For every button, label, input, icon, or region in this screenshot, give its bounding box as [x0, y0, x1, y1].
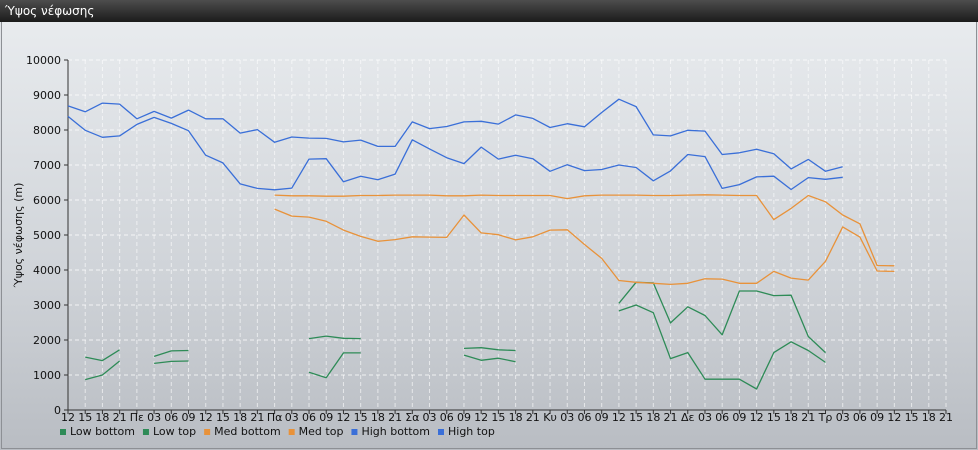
series-line-med-bottom [274, 208, 895, 286]
x-tick-label: Κυ [543, 411, 557, 424]
series-line-low-top [153, 349, 189, 358]
x-tick-label: 09 [732, 411, 746, 424]
x-tick-label: 09 [595, 411, 609, 424]
x-tick-label: 18 [784, 411, 798, 424]
series-line-low-bottom [463, 354, 516, 363]
x-tick-label: 15 [491, 411, 505, 424]
y-tick-label: 4000 [33, 264, 61, 277]
y-tick-label: 5000 [33, 229, 61, 242]
x-tick-label: 06 [577, 411, 591, 424]
legend-label: Med bottom [214, 425, 281, 438]
x-tick-label: 09 [870, 411, 884, 424]
legend-swatch [351, 429, 358, 435]
y-tick-label: 2000 [33, 334, 61, 347]
x-tick-label: 18 [646, 411, 660, 424]
x-tick-label: 03 [698, 411, 712, 424]
x-tick-label: 03 [423, 411, 437, 424]
legend-label: High top [448, 425, 495, 438]
x-tick-label: 09 [319, 411, 333, 424]
legend-label: Low bottom [70, 425, 135, 438]
y-tick-label: 3000 [33, 299, 61, 312]
y-tick-label: 9000 [33, 89, 61, 102]
series-line-low-bottom [308, 352, 361, 379]
y-tick-label: 8000 [33, 124, 61, 137]
x-tick-label: 06 [440, 411, 454, 424]
x-tick-label: 09 [182, 411, 196, 424]
x-tick-label: 21 [388, 411, 402, 424]
series-line-med-top [274, 194, 895, 267]
x-tick-label: 15 [767, 411, 781, 424]
x-tick-label: 21 [250, 411, 264, 424]
x-tick-label: Πε [130, 411, 144, 424]
series-line-low-top [463, 347, 516, 352]
x-tick-label: 21 [664, 411, 678, 424]
legend-label: Low top [153, 425, 196, 438]
x-tick-label: 18 [95, 411, 109, 424]
series-line-low-top [308, 335, 361, 340]
legend-label: Med top [299, 425, 344, 438]
x-tick-label: 06 [715, 411, 729, 424]
x-tick-label: Πα [267, 411, 283, 424]
x-tick-label: 18 [922, 411, 936, 424]
y-axis-label: Ύψος νέφωσης (m) [12, 183, 25, 289]
y-tick-label: 1000 [33, 369, 61, 382]
x-tick-label: 12 [612, 411, 626, 424]
legend-label: High bottom [361, 425, 430, 438]
x-tick-label: 12 [199, 411, 213, 424]
x-tick-label: 03 [836, 411, 850, 424]
x-tick-label: 18 [233, 411, 247, 424]
x-tick-label: 09 [457, 411, 471, 424]
series-line-high-bottom [67, 115, 843, 191]
x-tick-label: 12 [750, 411, 764, 424]
series-line-low-bottom [618, 304, 826, 390]
series-line-low-bottom [85, 360, 121, 381]
x-tick-label: 03 [285, 411, 299, 424]
x-tick-label: 21 [113, 411, 127, 424]
legend-swatch [60, 429, 66, 435]
legend-swatch [288, 429, 295, 435]
x-tick-label: 18 [509, 411, 523, 424]
series-line-low-bottom [154, 360, 189, 365]
y-tick-label: 7000 [33, 159, 61, 172]
legend-swatch [142, 429, 149, 435]
x-tick-label: 12 [474, 411, 488, 424]
x-tick-label: 18 [371, 411, 385, 424]
x-tick-label: 21 [939, 411, 953, 424]
x-tick-label: 12 [61, 411, 75, 424]
y-tick-label: 10000 [26, 54, 61, 67]
x-tick-label: 15 [78, 411, 92, 424]
x-tick-label: 15 [354, 411, 368, 424]
y-tick-label: 6000 [33, 194, 61, 207]
x-tick-label: 15 [216, 411, 230, 424]
series-line-low-top [85, 349, 120, 362]
x-tick-label: 06 [853, 411, 867, 424]
x-tick-label: 21 [801, 411, 815, 424]
x-tick-label: Σα [405, 411, 419, 424]
series-line-high-top [67, 98, 843, 172]
legend-swatch [204, 429, 211, 435]
x-tick-label: 12 [336, 411, 350, 424]
x-tick-label: 12 [887, 411, 901, 424]
x-tick-label: 03 [560, 411, 574, 424]
x-tick-label: 15 [905, 411, 919, 424]
legend-swatch [438, 429, 444, 435]
window-title: Ύψος νέφωσης [0, 0, 978, 22]
y-tick-label: 0 [54, 404, 61, 417]
x-tick-label: 06 [302, 411, 316, 424]
x-tick-label: Τρ [818, 411, 833, 424]
x-tick-label: 06 [164, 411, 178, 424]
x-tick-label: 03 [147, 411, 161, 424]
x-tick-label: Δε [681, 411, 695, 424]
x-tick-label: 21 [526, 411, 540, 424]
x-tick-label: 15 [629, 411, 643, 424]
